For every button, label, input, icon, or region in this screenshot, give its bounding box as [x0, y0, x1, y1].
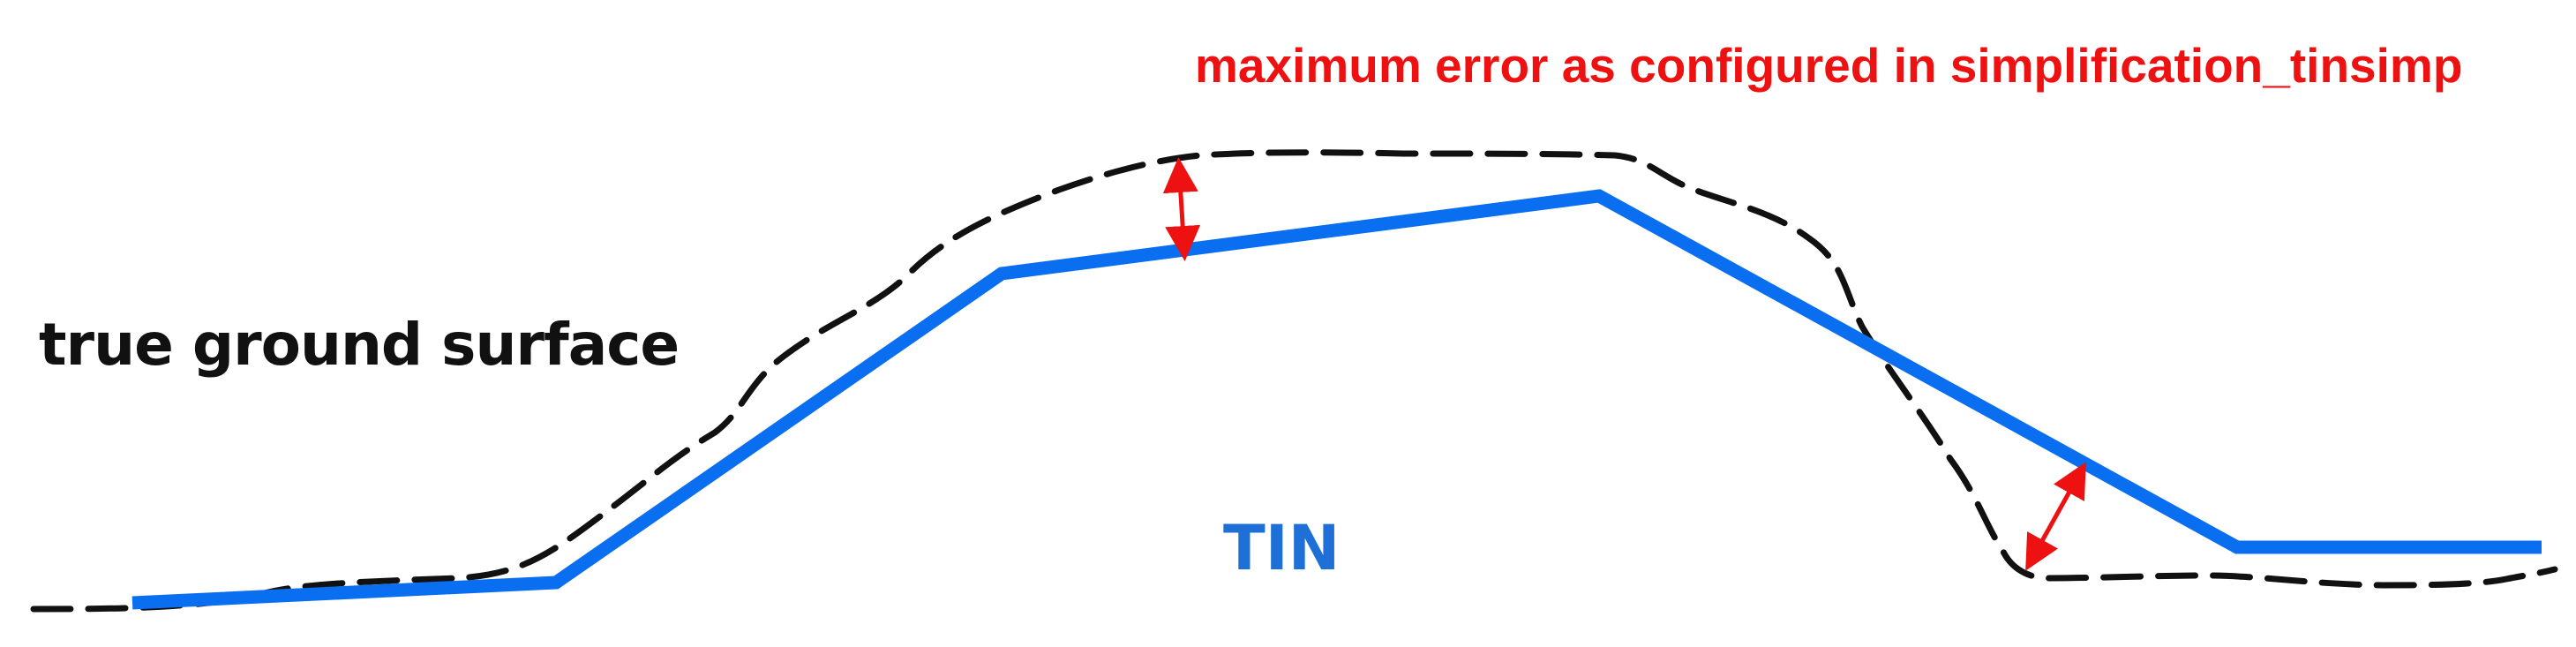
tin-line [131, 189, 2542, 610]
error-arrow-top [1162, 157, 1201, 261]
tin-label: TIN [1223, 512, 1341, 584]
true-ground-surface-label: true ground surface [39, 311, 680, 379]
error-arrow-bottom [2025, 462, 2086, 571]
true-ground-surface-line [30, 149, 2558, 613]
max-error-label: maximum error as configured in simplific… [1195, 38, 2463, 93]
